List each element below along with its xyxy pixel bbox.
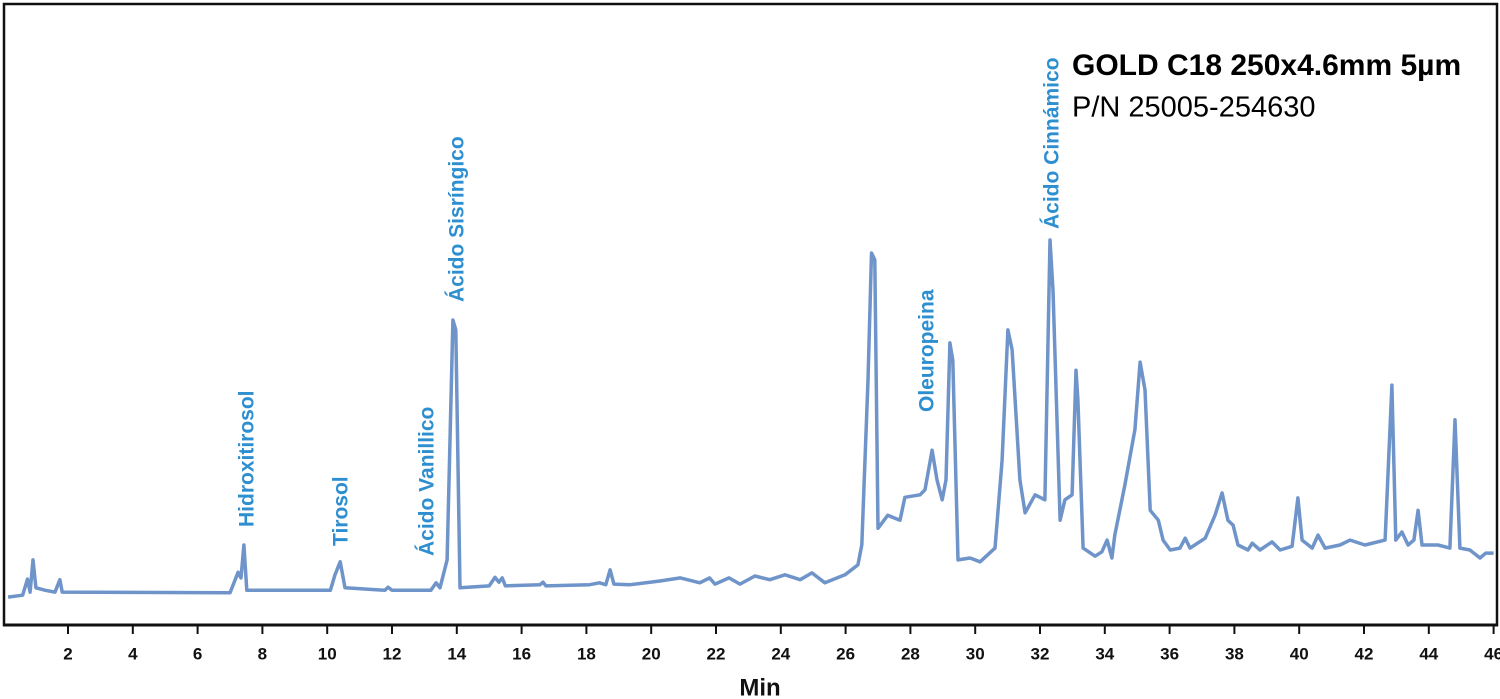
x-tick-label: 22 xyxy=(707,644,726,663)
x-tick-label: 14 xyxy=(447,644,466,663)
x-tick-label: 36 xyxy=(1160,644,1179,663)
x-tick-label: 26 xyxy=(836,644,855,663)
x-tick-label: 18 xyxy=(577,644,596,663)
x-tick-label: 12 xyxy=(383,644,402,663)
x-tick-label: 10 xyxy=(318,644,337,663)
x-tick-label: 38 xyxy=(1225,644,1244,663)
x-tick-label: 32 xyxy=(1031,644,1050,663)
peak-label: Oleuropeina xyxy=(916,289,939,412)
x-tick-label: 34 xyxy=(1095,644,1114,663)
x-tick-label: 30 xyxy=(966,644,985,663)
x-tick-label: 42 xyxy=(1355,644,1374,663)
x-tick-label: 8 xyxy=(258,644,267,663)
x-tick-label: 20 xyxy=(642,644,661,663)
chromatogram-line xyxy=(7,238,1494,599)
x-tick-label: 28 xyxy=(901,644,920,663)
x-tick-label: 44 xyxy=(1419,644,1438,663)
chart-subtitle: P/N 25005-254630 xyxy=(1072,92,1315,124)
x-tick-label: 16 xyxy=(512,644,531,663)
peak-label: Ácido Cinnámico xyxy=(1041,57,1064,229)
chart-title: GOLD C18 250x4.6mm 5µm xyxy=(1072,49,1461,82)
peak-label: Ácido Sisríngico xyxy=(446,136,469,302)
x-tick-label: 4 xyxy=(128,644,138,663)
peak-label: Ácido Vanillico xyxy=(416,407,439,556)
peak-label: Tirosol xyxy=(330,476,353,546)
peak-label: Hidroxitirosol xyxy=(236,390,259,527)
x-axis-label: Min xyxy=(739,674,780,699)
x-tick-label: 46 xyxy=(1484,644,1500,663)
x-tick-label: 2 xyxy=(63,644,72,663)
x-tick-label: 24 xyxy=(771,644,790,663)
x-tick-label: 6 xyxy=(193,644,202,663)
x-tick-label: 40 xyxy=(1290,644,1309,663)
